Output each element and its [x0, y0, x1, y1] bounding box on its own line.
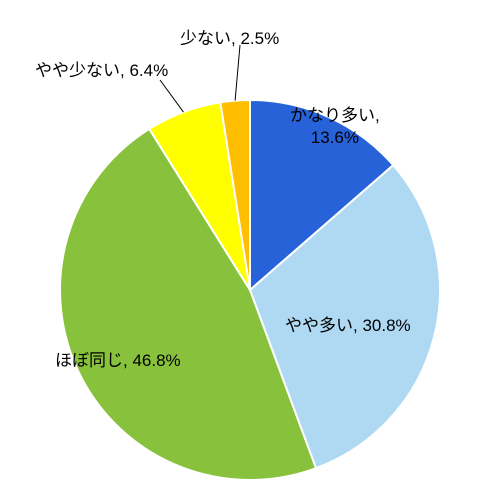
leader-line	[160, 80, 183, 112]
slice-label: ほぼ同じ, 46.8%	[55, 350, 181, 372]
leader-line	[235, 45, 240, 101]
slice-label: かなり多い,13.6%	[290, 105, 380, 149]
slice-label: 少ない, 2.5%	[180, 28, 279, 50]
pie-chart: かなり多い,13.6% やや多い, 30.8% ほぼ同じ, 46.8% やや少ない, …	[0, 0, 500, 500]
slice-label: やや多い, 30.8%	[285, 315, 411, 337]
slice-label: やや少ない, 6.4%	[35, 60, 168, 82]
